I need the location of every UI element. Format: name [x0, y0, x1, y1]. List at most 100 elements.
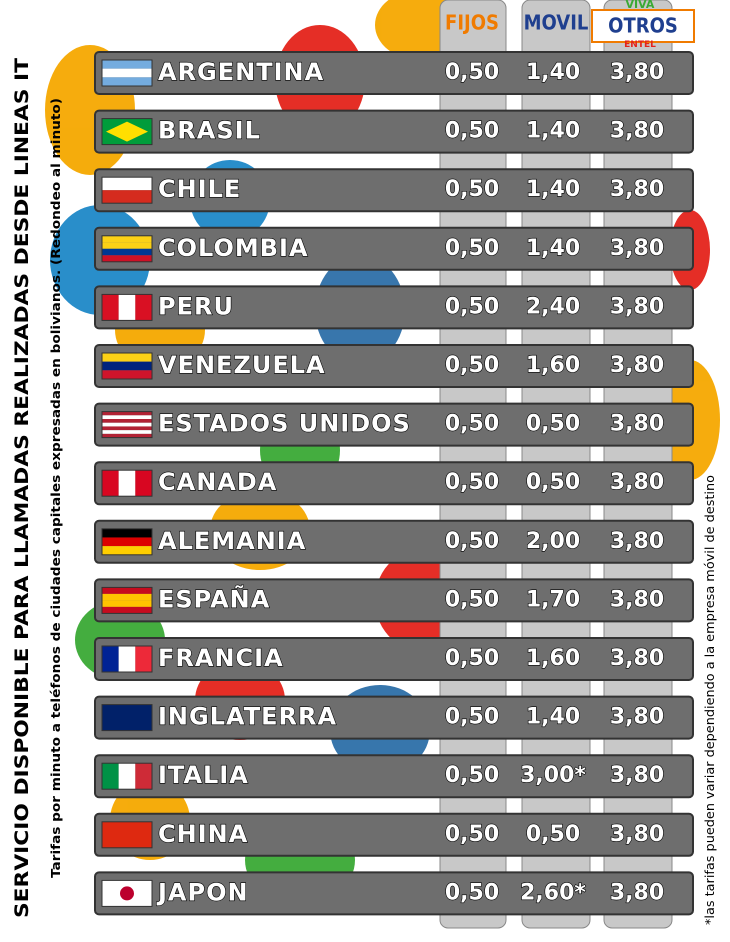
- flag-stripe: [102, 255, 152, 262]
- rate: 3,80: [610, 880, 664, 905]
- flag-diamond: [106, 121, 148, 142]
- flag-stripe: [102, 77, 152, 86]
- table-row: CHILE 0,50 1,40 3,80: [94, 168, 694, 213]
- country-name: FRANCIA: [158, 644, 284, 672]
- row-bar: [94, 402, 694, 447]
- row-bar: [94, 695, 694, 740]
- rate: 0,50: [445, 705, 499, 730]
- flag-stripe: [102, 242, 152, 249]
- row-bar: [94, 637, 694, 681]
- flag-stripe: [118, 646, 136, 672]
- table-row: ARGENTINA 0,50 1,40 3,80: [94, 51, 694, 95]
- flag-stripe: [102, 426, 152, 431]
- flag-border: [101, 469, 153, 497]
- row-bar: [94, 285, 694, 330]
- logo-bottom: ENTEL: [624, 40, 656, 50]
- flag-stripe: [102, 821, 152, 848]
- rate: 0,50: [445, 236, 499, 261]
- flag-stripe: [118, 294, 136, 321]
- rate: 0,50: [445, 177, 499, 202]
- flag-border: [101, 411, 153, 439]
- flag-stripe: [102, 587, 152, 594]
- table-row: ESTADOS UNIDOS 0,50 0,50 3,80: [94, 402, 694, 447]
- flag-stripe: [102, 433, 152, 438]
- flag-border: [101, 586, 153, 614]
- rate: 3,80: [610, 646, 664, 671]
- rate: 3,80: [610, 529, 664, 554]
- country-name: BRASIL: [158, 117, 261, 145]
- flag-border: [101, 879, 153, 907]
- header-cell: MOVIL: [524, 11, 589, 35]
- rate: 3,80: [610, 822, 664, 847]
- country-name: ITALIA: [158, 761, 249, 789]
- flag-stripe: [102, 415, 152, 420]
- rate: 3,80: [610, 60, 664, 85]
- flag-stripe: [102, 763, 119, 790]
- table-row: PERU 0,50 2,40 3,80: [94, 285, 694, 330]
- row-bar: [94, 578, 694, 623]
- rate: 0,50: [445, 412, 499, 437]
- flag-stripe: [102, 546, 152, 555]
- flag-stripe: [118, 470, 136, 497]
- flag-stripe: [102, 537, 152, 547]
- flag-sun: [120, 886, 134, 901]
- rate: 3,80: [610, 412, 664, 437]
- country-name: INGLATERRA: [158, 703, 337, 731]
- flag-stripe: [102, 68, 152, 78]
- rate: 1,40: [526, 236, 580, 261]
- flag-stripe: [102, 422, 152, 427]
- rate: 3,80: [610, 119, 664, 144]
- flag-stripe: [102, 606, 152, 614]
- table-row: CANADA 0,50 0,50 3,80: [94, 461, 694, 506]
- flag-stripe: [102, 419, 152, 423]
- rate: 0,50: [526, 412, 580, 437]
- rate: 1,60: [526, 353, 580, 378]
- header-cell: OTROS: [608, 14, 678, 38]
- logo-box: [591, 9, 695, 43]
- flag-stripe: [118, 763, 136, 790]
- country-name: ALEMANIA: [158, 527, 306, 555]
- rate: 2,00: [526, 529, 580, 554]
- rate: 2,60*: [520, 880, 586, 905]
- flag-border: [101, 704, 153, 732]
- rate: 3,80: [610, 177, 664, 202]
- row-bar: [94, 812, 694, 857]
- rate: 0,50: [445, 646, 499, 671]
- country-name: VENEZUELA: [158, 351, 326, 379]
- table-row: ESPAÑA 0,50 1,70 3,80: [94, 578, 694, 623]
- table-row: FRANCIA 0,50 1,60 3,80: [94, 637, 694, 681]
- table-row: ITALIA 0,50 3,00* 3,80: [94, 754, 694, 799]
- rate: 1,60: [526, 646, 580, 671]
- rate: 1,40: [526, 705, 580, 730]
- country-name: ARGENTINA: [158, 58, 324, 86]
- rate: 1,40: [526, 60, 580, 85]
- flag-stripe: [102, 593, 152, 601]
- table-row: INGLATERRA 0,50 1,40 3,80: [94, 695, 694, 740]
- flag-border: [101, 293, 153, 321]
- rate: 3,80: [610, 236, 664, 261]
- rate: 0,50: [445, 587, 499, 612]
- rate: 3,80: [610, 353, 664, 378]
- row-bar: [94, 168, 694, 213]
- flag-stripe: [102, 528, 152, 538]
- flag-stripe: [102, 411, 152, 416]
- flag-stripe: [102, 646, 119, 672]
- flag-stripe: [102, 190, 152, 204]
- table-row: ALEMANIA 0,50 2,00 3,80: [94, 519, 694, 564]
- rate: 0,50: [445, 763, 499, 788]
- rate: 0,50: [445, 880, 499, 905]
- flag-stripe: [135, 470, 152, 497]
- header: FIJOS MOVIL VIVA OTROS ENTEL: [445, 0, 695, 50]
- flag-stripe: [102, 430, 152, 434]
- rate: 3,80: [610, 705, 664, 730]
- row-bar: [94, 226, 694, 271]
- flag-stripe: [102, 370, 152, 379]
- flag-border: [101, 762, 153, 790]
- country-name: COLOMBIA: [158, 234, 309, 262]
- header-cell: FIJOS: [445, 11, 499, 35]
- flag-stripe: [102, 177, 152, 191]
- row-bar: [94, 871, 694, 916]
- flag-stripe: [135, 294, 152, 321]
- flag-stripe: [135, 646, 152, 672]
